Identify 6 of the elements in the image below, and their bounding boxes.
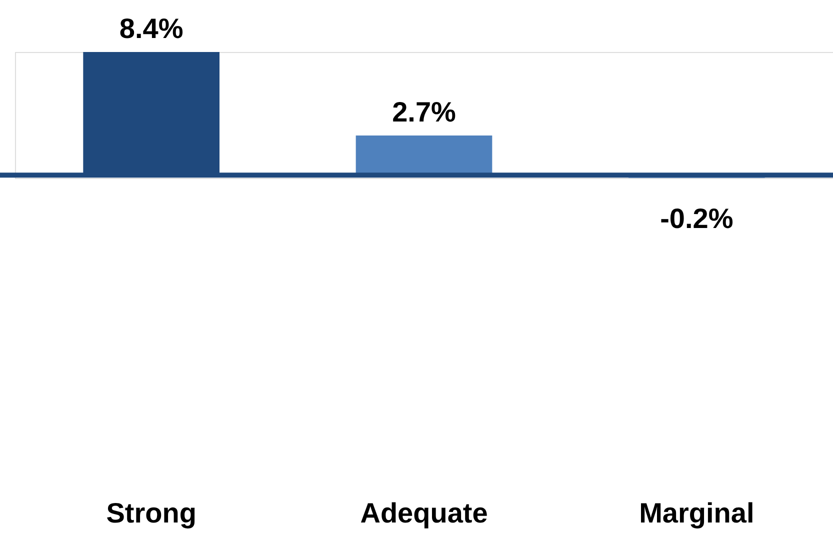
data-label: 8.4% xyxy=(119,13,184,44)
data-label: 2.7% xyxy=(392,96,456,128)
x-tick-label: Strong xyxy=(106,498,196,528)
x-tick-label: Adequate xyxy=(360,498,488,528)
x-tick-label: Marginal xyxy=(639,498,754,528)
data-label: -0.2% xyxy=(660,203,734,234)
